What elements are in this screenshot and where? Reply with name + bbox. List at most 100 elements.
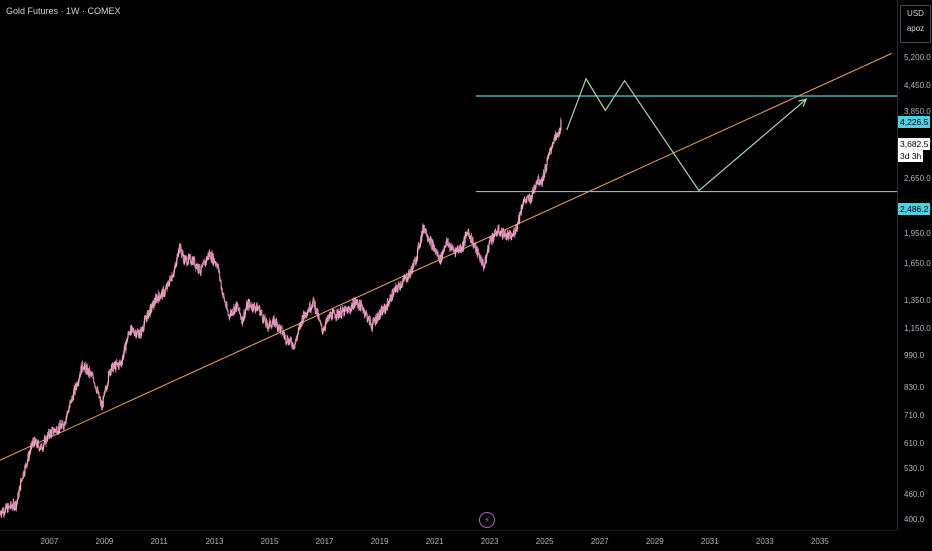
candle-body	[138, 331, 140, 338]
candle-body	[475, 243, 477, 252]
candle-body	[135, 332, 137, 337]
candle-body	[303, 311, 305, 316]
candle-body	[218, 270, 221, 278]
price-tick-label: 1,350.0	[904, 295, 931, 305]
candle-body	[539, 181, 541, 184]
lightning-bolt-icon[interactable]: ⚡	[479, 512, 495, 528]
currency-unit-selector[interactable]: USD apoz	[900, 5, 931, 43]
candle-body	[135, 334, 138, 337]
candle-body	[467, 231, 469, 236]
candle-body	[357, 302, 359, 306]
candle-body	[227, 311, 229, 315]
candle-body	[220, 281, 222, 289]
candle-body	[31, 443, 33, 447]
candle-body	[91, 373, 93, 376]
candle-body	[540, 182, 542, 184]
last-price-label: 3,682.5	[898, 138, 931, 150]
candle-body	[377, 313, 379, 320]
chart-canvas[interactable]: Gold Futures · 1W · COMEX	[0, 0, 897, 530]
candle-body	[363, 309, 366, 316]
candle-body	[93, 378, 95, 383]
candle-body	[153, 300, 156, 304]
candle-body	[59, 422, 61, 427]
candle-body	[133, 330, 135, 334]
candle-body	[187, 262, 189, 265]
candle-body	[395, 285, 397, 292]
candle-body	[26, 459, 29, 463]
candle-body	[78, 377, 80, 380]
price-chart[interactable]	[0, 0, 897, 530]
candle-body	[216, 264, 219, 268]
candle-body	[205, 257, 207, 263]
candle-body	[388, 301, 391, 304]
candle-body	[290, 340, 293, 345]
candle-body	[30, 446, 32, 452]
candle-body	[376, 320, 378, 323]
candle-body	[251, 304, 254, 310]
time-tick-label: 2025	[535, 537, 554, 546]
candle-body	[182, 252, 184, 257]
candle-body	[318, 315, 320, 319]
candle-body	[43, 443, 45, 446]
candle-body	[49, 430, 51, 437]
candle-body	[94, 383, 96, 386]
candle-body	[345, 308, 347, 310]
candle-body	[485, 256, 487, 263]
candle-body	[176, 258, 178, 265]
candle-body	[78, 379, 80, 384]
candle-body	[499, 232, 502, 236]
candle-body	[85, 367, 87, 373]
candle-body	[551, 147, 553, 149]
candle-body	[492, 235, 494, 236]
candle-body	[57, 432, 59, 434]
time-tick-label: 2027	[590, 537, 609, 546]
candle-body	[515, 225, 518, 229]
candle-body	[268, 325, 270, 328]
candle-body	[453, 249, 455, 252]
candle-body	[60, 425, 62, 429]
candle-body	[232, 312, 234, 314]
candle-body	[404, 276, 406, 280]
candle-body	[169, 277, 171, 282]
price-axis[interactable]: 6,400.05,200.04,450.03,850.03,250.02,650…	[897, 0, 932, 530]
candle-body	[267, 327, 269, 329]
candle-body	[279, 326, 282, 332]
candle-body	[253, 304, 256, 308]
candle-body	[154, 303, 156, 304]
candle-body	[528, 196, 530, 201]
candle-body	[444, 245, 447, 247]
candle-body	[549, 149, 551, 153]
candle-body	[401, 284, 403, 286]
candle-body	[406, 279, 409, 281]
candle-body	[81, 362, 84, 368]
candle-body	[400, 283, 402, 287]
candle-body	[163, 289, 165, 296]
candle-body	[511, 235, 513, 237]
candle-body	[350, 308, 352, 312]
price-tick-label: 1,650.0	[904, 259, 931, 269]
candle-body	[398, 283, 400, 285]
candle-body	[92, 374, 94, 379]
candle-body	[369, 319, 371, 324]
candle-body	[116, 362, 119, 365]
candle-body	[270, 326, 272, 327]
candle-body	[121, 359, 123, 365]
candle-body	[209, 253, 212, 260]
candle-body	[339, 313, 341, 318]
candle-body	[287, 337, 289, 343]
candle-body	[115, 361, 118, 364]
candle-body	[14, 507, 16, 510]
candle-body	[392, 294, 394, 298]
candle-body	[502, 236, 504, 238]
candle-body	[481, 259, 483, 265]
candle-body	[516, 228, 518, 230]
candle-body	[259, 312, 261, 316]
candle-body	[37, 441, 39, 443]
candle-body	[389, 297, 391, 302]
candle-body	[121, 364, 123, 365]
time-axis[interactable]: 2007 2009 2011 2013 2015 2017 2019 2021 2023 2025…	[0, 530, 897, 551]
candle-body	[370, 325, 373, 329]
candle-body	[544, 166, 546, 174]
candle-body	[341, 311, 343, 317]
candle-body	[256, 303, 258, 311]
